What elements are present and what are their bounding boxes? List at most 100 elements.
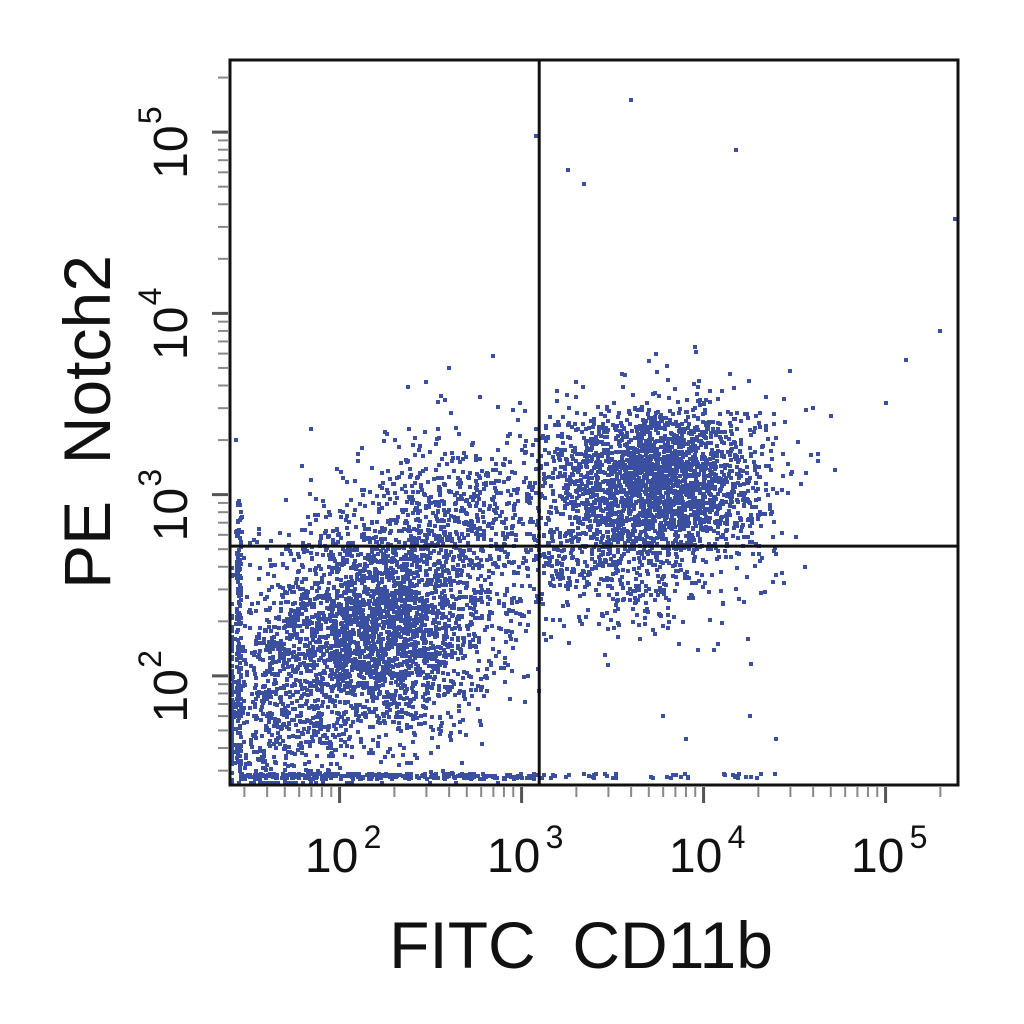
event-dot — [417, 448, 421, 452]
event-dot — [544, 638, 548, 642]
event-dot — [423, 713, 427, 717]
event-dot — [573, 446, 577, 450]
event-dot — [397, 606, 401, 610]
event-dot — [315, 754, 319, 758]
event-dot — [399, 557, 403, 561]
event-dot — [286, 704, 290, 708]
event-dot — [314, 613, 318, 617]
event-dot — [402, 746, 406, 750]
event-dot — [449, 715, 453, 719]
event-dot — [674, 552, 678, 556]
event-dot — [314, 518, 318, 522]
event-dot — [339, 536, 343, 540]
event-dot — [693, 505, 697, 509]
event-dot — [414, 518, 418, 522]
event-dot — [309, 531, 313, 535]
event-dot — [367, 570, 371, 574]
event-dot — [388, 708, 392, 712]
event-dot — [636, 408, 640, 412]
event-dot — [268, 666, 272, 670]
event-dot — [373, 529, 377, 533]
event-dot — [250, 692, 254, 696]
event-dot — [453, 626, 457, 630]
event-dot — [295, 636, 299, 640]
event-dot — [267, 688, 271, 692]
event-dot — [404, 458, 408, 462]
event-dot — [468, 558, 472, 562]
event-dot — [753, 450, 757, 454]
event-dot — [620, 536, 624, 540]
event-dot — [758, 411, 762, 415]
event-dot — [396, 676, 400, 680]
event-dot — [476, 494, 480, 498]
event-dot — [287, 672, 291, 676]
event-dot — [706, 519, 710, 523]
event-dot — [230, 706, 234, 710]
event-dot — [506, 489, 510, 493]
event-dot — [253, 672, 257, 676]
event-dot — [569, 462, 573, 466]
event-dot — [411, 740, 415, 744]
event-dot — [461, 718, 465, 722]
event-dot — [494, 462, 498, 466]
event-dot — [423, 721, 427, 725]
event-dot — [372, 554, 376, 558]
event-dot — [447, 508, 451, 512]
event-dot — [274, 616, 278, 620]
event-dot — [683, 508, 687, 512]
event-dot — [487, 617, 491, 621]
event-dot — [450, 627, 454, 631]
event-dot — [459, 682, 463, 686]
event-dot — [534, 467, 538, 471]
event-dot — [701, 558, 705, 562]
event-dot — [716, 449, 720, 453]
event-dot — [508, 697, 512, 701]
event-dot — [373, 707, 377, 711]
event-dot — [254, 609, 258, 613]
event-dot — [376, 552, 380, 556]
event-dot — [464, 733, 468, 737]
event-dot — [720, 450, 724, 454]
event-dot — [687, 596, 691, 600]
event-dot — [283, 706, 287, 710]
event-dot — [758, 425, 762, 429]
event-dot — [290, 684, 294, 688]
event-dot — [374, 559, 378, 563]
event-dot — [402, 660, 406, 664]
event-dot — [600, 440, 604, 444]
event-dot — [310, 684, 314, 688]
event-dot — [491, 468, 495, 472]
event-dot — [438, 595, 442, 599]
event-dot — [279, 607, 283, 611]
event-dot — [377, 640, 381, 644]
event-dot — [309, 478, 313, 482]
event-dot — [277, 615, 281, 619]
event-dot — [489, 663, 493, 667]
event-dot — [468, 575, 472, 579]
event-dot — [455, 532, 459, 536]
event-dot — [265, 546, 269, 550]
event-dot — [261, 760, 265, 764]
event-dot — [561, 604, 565, 608]
event-dot — [312, 724, 316, 728]
event-dot — [475, 488, 479, 492]
event-dot — [436, 400, 440, 404]
event-dot — [391, 571, 395, 575]
event-dot — [465, 498, 469, 502]
event-dot — [338, 552, 342, 556]
event-dot — [230, 648, 234, 652]
event-dot — [319, 649, 323, 653]
event-dot — [584, 450, 588, 454]
event-dot — [445, 462, 449, 466]
event-dot — [365, 620, 369, 624]
event-dot — [485, 676, 489, 680]
event-dot — [430, 529, 434, 533]
event-dot — [772, 422, 776, 426]
event-dot — [336, 680, 340, 684]
event-dot — [763, 512, 767, 516]
event-dot — [230, 755, 234, 759]
event-dot — [330, 751, 334, 755]
event-dot — [319, 601, 323, 605]
event-dot — [410, 557, 414, 561]
event-dot — [294, 781, 298, 785]
